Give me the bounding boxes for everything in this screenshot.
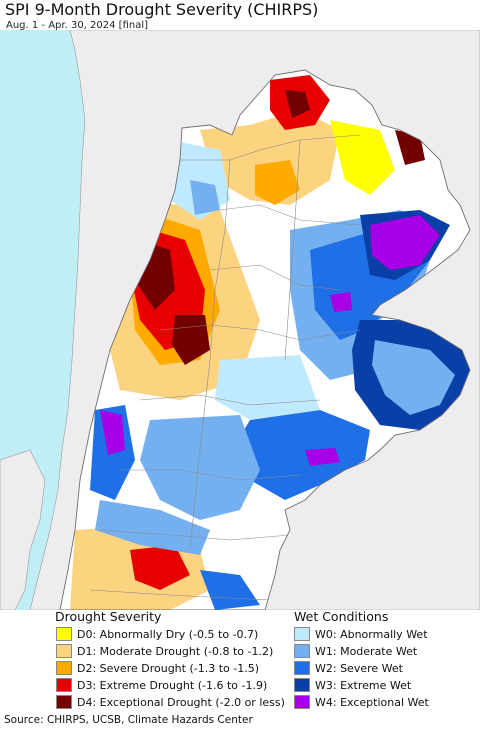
legend-label-d3: D3: Extreme Drought (-1.6 to -1.9): [77, 678, 268, 692]
legend-label-w2: W2: Severe Wet: [315, 661, 403, 675]
legend-item-w1: W1: Moderate Wet: [294, 643, 417, 659]
legend-swatch-d4: [56, 695, 72, 709]
legend-swatch-w0: [294, 627, 310, 641]
legend-drought-title: Drought Severity: [55, 609, 162, 624]
w2-patch-south: [200, 570, 260, 610]
legend-item-w2: W2: Severe Wet: [294, 660, 403, 676]
legend-label-d0: D0: Abnormally Dry (-0.5 to -0.7): [77, 627, 259, 641]
province-boundaries: [89, 134, 361, 601]
source-credit: Source: CHIRPS, UCSB, Climate Hazards Ce…: [4, 714, 253, 726]
d2-patch-chaco: [255, 160, 300, 205]
w4-patch-misiones: [370, 215, 440, 270]
legend-swatch-d1: [56, 644, 72, 658]
legend: Drought Severity Wet Conditions D0: Abno…: [0, 609, 480, 710]
w1-patch-patagonia: [95, 500, 210, 555]
w1-patch-uruguay-area: [372, 340, 455, 415]
legend-item-d0: D0: Abnormally Dry (-0.5 to -0.7): [56, 626, 258, 642]
legend-item-w0: W0: Abnormally Wet: [294, 626, 428, 642]
w4-patch-west-andes: [100, 410, 125, 455]
legend-swatch-w2: [294, 661, 310, 675]
legend-label-w4: W4: Exceptional Wet: [315, 695, 429, 709]
d1-patch-north: [200, 110, 340, 205]
legend-label-d1: D1: Moderate Drought (-0.8 to -1.2): [77, 644, 274, 658]
drought-map: [0, 30, 480, 610]
legend-swatch-w4: [294, 695, 310, 709]
legend-item-w4: W4: Exceptional Wet: [294, 694, 429, 710]
legend-item-d1: D1: Moderate Drought (-0.8 to -1.2): [56, 643, 273, 659]
legend-label-d2: D2: Severe Drought (-1.3 to -1.5): [77, 661, 260, 675]
d4-patch-center: [172, 315, 210, 365]
d3-patch-south: [130, 545, 190, 590]
w4-patch-pampas: [305, 448, 340, 466]
legend-label-w1: W1: Moderate Wet: [315, 644, 418, 658]
drought-fields: [70, 75, 470, 610]
w0-patch-pampas: [215, 355, 320, 420]
legend-swatch-w3: [294, 678, 310, 692]
map-title: SPI 9-Month Drought Severity (CHIRPS): [5, 0, 319, 19]
legend-item-d3: D3: Extreme Drought (-1.6 to -1.9): [56, 677, 267, 693]
d4-patch-paraguay: [285, 90, 310, 118]
legend-swatch-d2: [56, 661, 72, 675]
chile-coast: [0, 449, 46, 610]
legend-wet-title: Wet Conditions: [294, 609, 389, 624]
legend-swatch-w1: [294, 644, 310, 658]
w1-patch-north: [190, 180, 220, 215]
legend-swatch-d0: [56, 627, 72, 641]
legend-item-d2: D2: Severe Drought (-1.3 to -1.5): [56, 660, 259, 676]
legend-label-w3: W3: Extreme Wet: [315, 678, 412, 692]
legend-label-w0: W0: Abnormally Wet: [315, 627, 428, 641]
region-outline: [59, 69, 471, 610]
legend-item-w3: W3: Extreme Wet: [294, 677, 411, 693]
legend-label-d4: D4: Exceptional Drought (-2.0 or less): [77, 695, 285, 709]
w4-patch-central-east: [330, 292, 352, 312]
legend-item-d4: D4: Exceptional Drought (-2.0 or less): [56, 694, 285, 710]
legend-swatch-d3: [56, 678, 72, 692]
w1-patch-pampas: [140, 415, 260, 520]
d0-patch-north: [330, 120, 395, 195]
map-subtitle: Aug. 1 - Apr. 30, 2024 [final]: [6, 20, 149, 31]
